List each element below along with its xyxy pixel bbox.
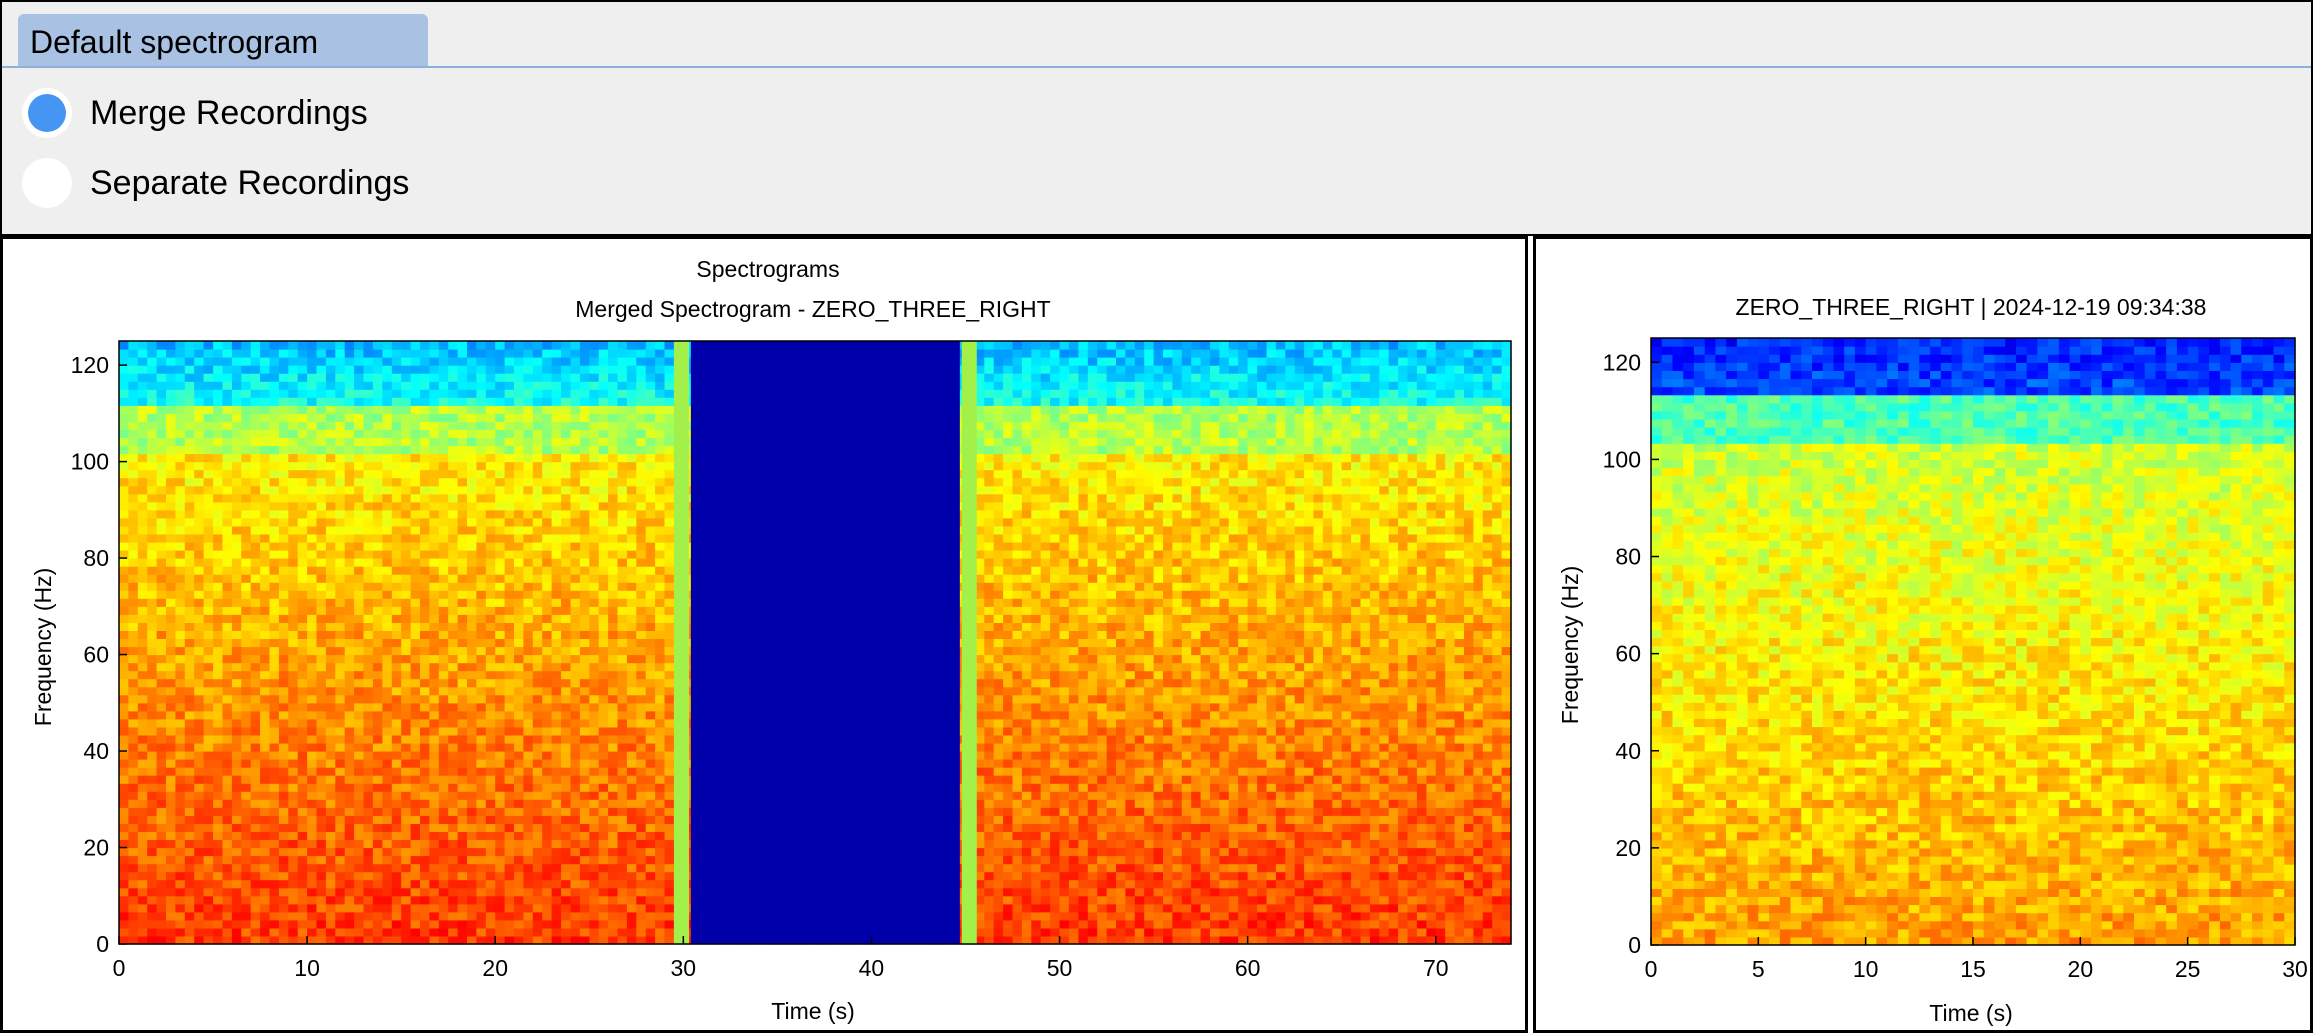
tab-underline	[2, 66, 2311, 68]
radio-button-selected[interactable]	[22, 88, 72, 138]
y-tick-label: 120	[1603, 349, 1641, 375]
x-tick-label: 0	[113, 955, 126, 981]
x-tick-label: 25	[2175, 956, 2201, 982]
recording-gap	[690, 341, 960, 944]
x-tick-label: 30	[2282, 956, 2308, 982]
gap-edge-1	[961, 341, 977, 944]
suptitle: Spectrograms	[696, 256, 839, 282]
x-tick-label: 60	[1235, 955, 1261, 981]
gap-edge-0	[673, 341, 689, 944]
x-tick-label: 5	[1752, 956, 1765, 982]
y-tick-label: 0	[1628, 932, 1641, 958]
x-tick-label: 40	[859, 955, 885, 981]
spectrogram-cells	[1651, 338, 2296, 946]
x-tick-label: 20	[2068, 956, 2094, 982]
chart-title: ZERO_THREE_RIGHT | 2024-12-19 09:34:38	[1736, 294, 2207, 320]
y-tick-label: 100	[71, 449, 109, 475]
merged-spectrogram-chart: Spectrograms Merged Spectrogram - ZERO_T…	[30, 256, 1512, 1024]
merge-recordings-label: Merge Recordings	[90, 93, 368, 132]
y-tick-label: 40	[83, 738, 109, 764]
chart-title: Merged Spectrogram - ZERO_THREE_RIGHT	[575, 296, 1050, 322]
options-panel: Default spectrogram Merge Recordings Sep…	[0, 0, 2313, 236]
x-tick-label: 10	[1853, 956, 1879, 982]
tab-label: Default spectrogram	[30, 24, 319, 60]
x-axis-label: Time (s)	[771, 998, 854, 1024]
x-axis-label: Time (s)	[1929, 1000, 2012, 1026]
separate-spectrogram-chart: ZERO_THREE_RIGHT | 2024-12-19 09:34:38 T…	[1557, 294, 2308, 1026]
x-tick-label: 50	[1047, 955, 1073, 981]
separate-recordings-radio[interactable]: Separate Recordings	[22, 158, 409, 208]
merge-recordings-radio[interactable]: Merge Recordings	[22, 88, 368, 138]
y-tick-label: 20	[1615, 835, 1641, 861]
separate-spectrogram-panel: ZERO_THREE_RIGHT | 2024-12-19 09:34:38 T…	[1533, 236, 2313, 1033]
y-tick-label: 0	[96, 931, 109, 957]
separate-recordings-label: Separate Recordings	[90, 163, 410, 202]
y-axis-label: Frequency (Hz)	[30, 568, 56, 726]
x-tick-label: 70	[1423, 955, 1449, 981]
y-tick-label: 80	[83, 545, 109, 571]
x-tick-label: 20	[482, 955, 508, 981]
y-tick-label: 100	[1603, 446, 1641, 472]
y-tick-label: 40	[1615, 738, 1641, 764]
tab-default-spectrogram[interactable]: Default spectrogram	[18, 14, 428, 66]
y-tick-label: 60	[83, 642, 109, 668]
x-tick-label: 15	[1960, 956, 1986, 982]
radio-button-unselected[interactable]	[22, 158, 72, 208]
plot-frame	[118, 340, 1512, 945]
y-tick-label: 60	[1615, 641, 1641, 667]
y-axis-label: Frequency (Hz)	[1557, 566, 1583, 724]
y-tick-label: 20	[83, 835, 109, 861]
x-tick-label: 10	[294, 955, 320, 981]
y-tick-label: 80	[1615, 544, 1641, 570]
x-tick-label: 0	[1645, 956, 1658, 982]
y-tick-label: 120	[71, 352, 109, 378]
merged-spectrogram-panel: Spectrograms Merged Spectrogram - ZERO_T…	[0, 236, 1528, 1033]
radio-dot	[28, 94, 66, 132]
x-tick-label: 30	[671, 955, 697, 981]
